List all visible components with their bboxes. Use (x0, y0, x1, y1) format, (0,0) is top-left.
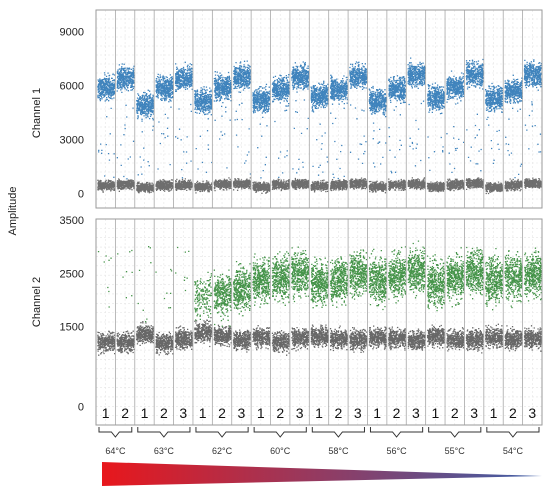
temperature-brackets: 64°C 63°C 62°C 60°C 58°C 56°C 55°C 54°C (98, 427, 540, 456)
group-label: 54°C (503, 446, 524, 456)
column-label: 2 (393, 405, 401, 421)
group-bracket (195, 427, 249, 438)
group-label: 60°C (270, 446, 291, 456)
group-bracket (486, 427, 540, 438)
panel-1-points (97, 57, 543, 195)
column-label: 1 (102, 405, 110, 421)
ytick-label: 6000 (60, 81, 84, 93)
panel-1-grid (96, 10, 542, 208)
temperature-gradient-wedge (102, 462, 542, 486)
panel-1-dividers (114, 10, 524, 208)
panel-2-ylabel: Channel 2 (31, 277, 43, 327)
group-label: 62°C (212, 446, 233, 456)
panel-2-yticks: 0 1500 2500 3500 (60, 215, 84, 413)
ytick-label: 9000 (60, 27, 84, 39)
column-label: 3 (470, 405, 478, 421)
panel-1-frame (95, 9, 543, 209)
group-label: 64°C (105, 446, 126, 456)
panel-2-dividers (114, 219, 524, 425)
group-bracket (137, 427, 191, 438)
group-bracket (369, 427, 424, 438)
series-points (97, 240, 543, 327)
column-label: 1 (141, 405, 149, 421)
column-label: 2 (218, 405, 226, 421)
column-label: 1 (431, 405, 439, 421)
ytick-label: 3000 (60, 135, 84, 147)
ytick-label: 2500 (60, 268, 84, 280)
column-label: 1 (199, 405, 207, 421)
ytick-label: 0 (78, 401, 84, 413)
series-points (97, 57, 543, 180)
column-label: 3 (528, 405, 536, 421)
series-points (97, 177, 543, 195)
column-label: 1 (490, 405, 498, 421)
ytick-label: 1500 (60, 322, 84, 334)
column-label: 1 (315, 405, 323, 421)
panel-2-frame (95, 218, 543, 426)
shared-ylabel: Amplitude (7, 187, 19, 236)
panel-2-grid (96, 219, 542, 425)
column-label: 3 (238, 405, 246, 421)
series-points (97, 316, 542, 356)
column-label: 2 (334, 405, 342, 421)
column-label: 1 (373, 405, 381, 421)
column-label: 3 (296, 405, 304, 421)
column-label: 2 (160, 405, 168, 421)
ytick-label: 0 (78, 189, 84, 201)
group-bracket (253, 427, 307, 438)
column-label: 3 (354, 405, 362, 421)
column-label: 3 (412, 405, 420, 421)
ytick-label: 3500 (60, 215, 84, 227)
group-label: 63°C (154, 446, 175, 456)
column-label: 3 (179, 405, 187, 421)
group-label: 58°C (328, 446, 349, 456)
column-label: 2 (276, 405, 284, 421)
group-bracket (98, 427, 133, 438)
column-label: 1 (257, 405, 265, 421)
panel-1-ylabel: Channel 1 (31, 88, 43, 138)
group-label: 55°C (445, 446, 466, 456)
column-label: 2 (121, 405, 129, 421)
panel-2-points (97, 240, 543, 356)
group-bracket (311, 427, 365, 438)
group-label: 56°C (387, 446, 408, 456)
column-label: 2 (509, 405, 517, 421)
column-label: 2 (451, 405, 459, 421)
panel-channel-1: Channel 1 0 3000 6000 9000 (31, 9, 543, 209)
group-bracket (428, 427, 482, 438)
panel-1-yticks: 0 3000 6000 9000 (60, 27, 84, 201)
